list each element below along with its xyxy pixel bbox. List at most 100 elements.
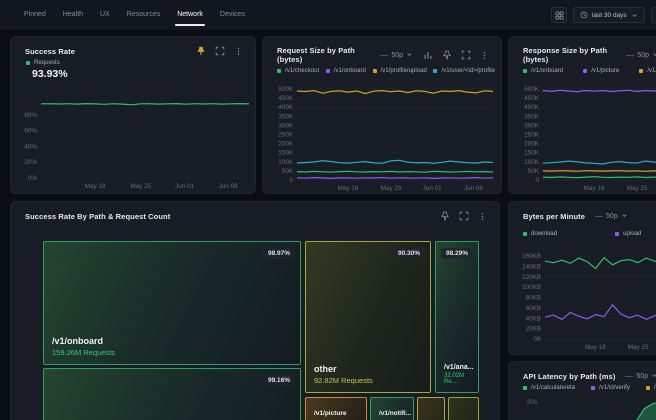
percentile-value: 50p	[637, 52, 649, 59]
svg-text:450K: 450K	[278, 95, 294, 102]
panel-title: Response Size by Path (bytes)	[523, 46, 616, 64]
panel-success-rate: Success Rate Requests 93.93% 80%60%40%20…	[10, 36, 256, 194]
percentile-dropdown[interactable]: 50p	[626, 51, 656, 60]
tab-resources[interactable]: Resources	[127, 0, 160, 30]
success-rate-badge: 98.97%	[263, 248, 295, 259]
success-rate-chart[interactable]: 80%60%40%20%0%May 18May 25Jun 01Jun 08	[15, 95, 253, 191]
legend-dot	[646, 386, 650, 390]
request-size-chart[interactable]: 500K450K400K350K300K250K200K150K100K50K0…	[269, 85, 497, 193]
svg-text:250K: 250K	[524, 132, 540, 139]
legend-label: Requests	[34, 59, 60, 66]
svg-text:May 25: May 25	[130, 183, 151, 190]
legend-dot	[523, 232, 527, 236]
svg-text:350K: 350K	[278, 113, 294, 120]
svg-text:120KB: 120KB	[522, 274, 541, 281]
legend-item[interactable]: Requests	[26, 59, 60, 66]
legend-item[interactable]: /v1/onboard	[523, 67, 563, 74]
legend-item[interactable]: /v1/user/<id>/profile	[433, 67, 495, 74]
legend-label: /v1/picture	[591, 67, 619, 74]
legend-label: /v1/user/<id>/profile	[441, 67, 495, 74]
svg-text:150K: 150K	[524, 150, 540, 157]
treemap-cell-other[interactable]: 90.30%other92.82M Requests	[305, 241, 431, 393]
chart-canvas: 500K450K400K350K300K250K200K150K100K50K0…	[269, 85, 497, 193]
menu-icon[interactable]	[234, 47, 243, 56]
bytes-per-minute-chart[interactable]: 160KB140KB120KB100KB80KB60KB40KB20KB0BMa…	[515, 252, 656, 352]
success-rate-badge: 99.16%	[263, 375, 295, 386]
panel-title: Bytes per Minute	[523, 212, 585, 221]
svg-text:80%: 80%	[24, 112, 37, 119]
cell-path-label: other	[314, 364, 373, 374]
tab-ux[interactable]: UX	[100, 0, 110, 30]
percentile-dropdown[interactable]: 50p	[595, 212, 628, 221]
chevron-down-icon	[631, 12, 638, 19]
treemap-cell-v1-onboard[interactable]: 98.97%/v1/onboard159.26M Requests	[43, 241, 301, 365]
svg-text:Jun 08: Jun 08	[464, 185, 483, 192]
filter-button[interactable]: Filter/Co	[651, 7, 656, 23]
svg-text:150K: 150K	[278, 150, 294, 157]
chart-canvas: 500K450K400K350K300K250K200K150K100K50K0…	[515, 85, 656, 193]
dashboard-screen: Pinned Health UX Resources Network Devices la…	[0, 0, 656, 420]
percentile-dropdown[interactable]: 50p	[380, 51, 413, 60]
panel-actions	[423, 50, 489, 60]
legend-label: download	[531, 230, 557, 237]
legend-label: upload	[623, 230, 641, 237]
legend-dot	[277, 69, 281, 73]
treemap-cell[interactable]	[417, 397, 445, 420]
tab-pinned[interactable]: Pinned	[24, 0, 46, 30]
success-rate-badge: 90.30%	[393, 248, 425, 259]
legend-item[interactable]: /v1/id/verify	[591, 384, 630, 391]
svg-text:Jun 01: Jun 01	[175, 183, 194, 190]
legend-label: /v1/calculate/eta	[531, 384, 575, 391]
pin-filled-icon[interactable]	[196, 46, 206, 56]
treemap-cell-v1-picture[interactable]: /v1/picture	[305, 397, 367, 420]
tab-devices[interactable]: Devices	[220, 0, 245, 30]
legend-item[interactable]: download	[523, 230, 557, 237]
svg-text:100KB: 100KB	[522, 284, 541, 291]
percentile-dropdown[interactable]: 50p	[625, 372, 656, 381]
chart-legend: download upload	[523, 230, 641, 237]
treemap: 98.97%/v1/onboard159.26M Requests 99.16% 9…	[11, 202, 499, 420]
treemap-cell[interactable]: 99.16%	[43, 368, 301, 420]
treemap-cell-v1-notifi[interactable]: /v1/notifi...	[370, 397, 414, 420]
panel-header: API Latency by Path (ms) 50p	[509, 362, 656, 381]
legend-item[interactable]: /v1/onbo	[646, 384, 656, 391]
panel-header: Request Size by Path (bytes) 50p	[263, 37, 501, 64]
svg-text:0B: 0B	[533, 336, 541, 343]
panel-api-latency: API Latency by Path (ms) 50p /v1/calcula…	[508, 361, 656, 420]
treemap-cell[interactable]	[448, 397, 479, 420]
expand-icon[interactable]	[461, 50, 471, 60]
panel-header: Success Rate	[11, 37, 255, 56]
legend-item[interactable]: /v1/calculate/eta	[523, 384, 575, 391]
legend-item[interactable]: /v1/checkout	[277, 67, 319, 74]
pin-icon[interactable]	[442, 50, 452, 60]
legend-item[interactable]: /v1/picture	[583, 67, 619, 74]
expand-icon[interactable]	[215, 46, 225, 56]
svg-text:May 25: May 25	[628, 344, 649, 351]
tab-network[interactable]: Network	[177, 0, 203, 30]
api-latency-chart[interactable]: 20s	[515, 398, 656, 420]
chevron-down-icon	[406, 51, 413, 60]
legend-item[interactable]: /v1/onboard	[326, 67, 366, 74]
legend-item[interactable]: /v1/profi	[639, 67, 656, 74]
legend-item[interactable]: /v1/profile/upload	[373, 67, 427, 74]
bars-icon[interactable]	[423, 50, 433, 60]
legend-item[interactable]: upload	[615, 230, 641, 237]
legend-dot	[523, 386, 527, 390]
response-size-chart[interactable]: 500K450K400K350K300K250K200K150K100K50K0…	[515, 85, 656, 193]
svg-text:100K: 100K	[524, 159, 540, 166]
date-range-button[interactable]: last 30 days	[573, 7, 645, 23]
tab-health[interactable]: Health	[63, 0, 83, 30]
treemap-cell-v1-ana[interactable]: 98.29%/v1/ana...32.02M Re...	[435, 241, 479, 393]
date-range-label: last 30 days	[592, 12, 627, 19]
legend-dot	[583, 69, 587, 73]
svg-text:400K: 400K	[278, 104, 294, 111]
svg-text:400K: 400K	[524, 104, 540, 111]
separator	[626, 55, 634, 56]
panel-title: API Latency by Path (ms)	[523, 372, 615, 381]
legend-label: /v1/checkout	[285, 67, 319, 74]
legend-dot	[591, 386, 595, 390]
legend-dot	[639, 69, 643, 73]
grid-icon	[555, 11, 564, 20]
menu-icon[interactable]	[480, 51, 489, 60]
apps-grid-button[interactable]	[551, 7, 567, 23]
